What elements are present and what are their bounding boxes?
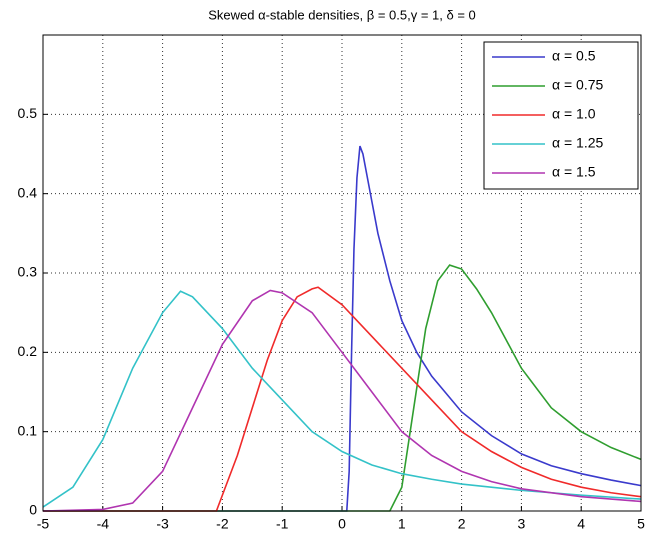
x-tick-label: 2 (458, 516, 466, 532)
x-tick-label: -4 (97, 516, 110, 532)
legend-label: α = 1.5 (552, 164, 596, 180)
x-tick-label: 1 (398, 516, 406, 532)
y-tick-label: 0.5 (18, 105, 38, 121)
y-tick-label: 0.1 (18, 422, 38, 438)
x-tick-label: -1 (276, 516, 289, 532)
chart-title: Skewed α-stable densities, β = 0.5,γ = 1… (208, 7, 476, 22)
series-line (43, 145, 642, 512)
legend-label: α = 0.5 (552, 48, 596, 64)
series-line (43, 286, 642, 512)
x-tick-label: 0 (338, 516, 346, 532)
y-tick-label: 0.3 (18, 264, 38, 280)
series-line (42, 290, 642, 508)
x-tick-label: 4 (577, 516, 585, 532)
series-line (42, 289, 642, 512)
x-tick-label: 3 (518, 516, 526, 532)
plot-border (42, 34, 642, 512)
legend-label: α = 1.0 (552, 106, 596, 122)
series-line (43, 264, 642, 512)
y-tick-label: 0.4 (18, 184, 38, 200)
legend-label: α = 0.75 (552, 77, 604, 93)
x-tick-label: -3 (156, 516, 169, 532)
y-tick-label: 0 (29, 502, 37, 518)
legend-label: α = 1.25 (552, 135, 604, 151)
x-tick-label: -5 (37, 516, 50, 532)
x-tick-label: 5 (637, 516, 645, 532)
y-tick-label: 0.2 (18, 343, 38, 359)
x-tick-label: -2 (216, 516, 229, 532)
